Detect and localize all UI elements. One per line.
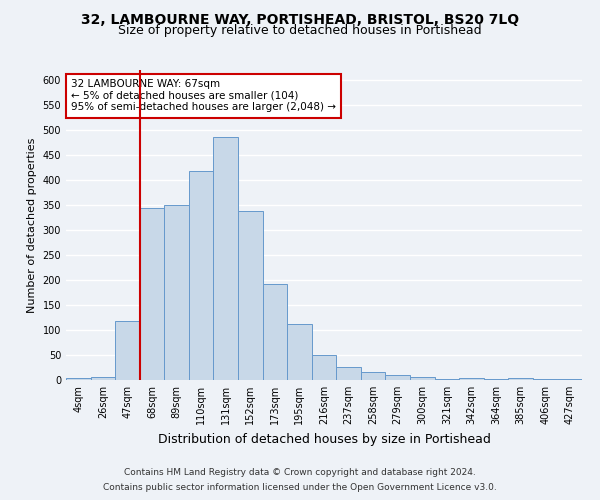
Bar — [115, 320, 140, 380]
Bar — [214, 136, 238, 380]
Bar — [434, 378, 459, 380]
Bar — [533, 378, 557, 380]
Text: Contains HM Land Registry data © Crown copyright and database right 2024.: Contains HM Land Registry data © Crown c… — [124, 468, 476, 477]
Bar — [484, 378, 508, 380]
Text: Contains public sector information licensed under the Open Government Licence v3: Contains public sector information licen… — [103, 483, 497, 492]
Bar — [459, 378, 484, 380]
Bar — [164, 205, 189, 380]
Bar — [312, 355, 336, 380]
Text: Size of property relative to detached houses in Portishead: Size of property relative to detached ho… — [118, 24, 482, 37]
Bar — [238, 211, 263, 380]
Bar — [66, 378, 91, 380]
X-axis label: Distribution of detached houses by size in Portishead: Distribution of detached houses by size … — [158, 432, 490, 446]
Bar — [557, 378, 582, 380]
Bar — [140, 208, 164, 380]
Bar — [287, 324, 312, 380]
Bar — [336, 366, 361, 380]
Y-axis label: Number of detached properties: Number of detached properties — [27, 138, 37, 312]
Bar — [91, 376, 115, 380]
Bar — [263, 284, 287, 380]
Bar — [361, 372, 385, 380]
Text: 32, LAMBOURNE WAY, PORTISHEAD, BRISTOL, BS20 7LQ: 32, LAMBOURNE WAY, PORTISHEAD, BRISTOL, … — [81, 12, 519, 26]
Bar — [508, 378, 533, 380]
Bar — [189, 171, 214, 380]
Bar — [385, 375, 410, 380]
Bar — [410, 377, 434, 380]
Text: 32 LAMBOURNE WAY: 67sqm
← 5% of detached houses are smaller (104)
95% of semi-de: 32 LAMBOURNE WAY: 67sqm ← 5% of detached… — [71, 80, 336, 112]
